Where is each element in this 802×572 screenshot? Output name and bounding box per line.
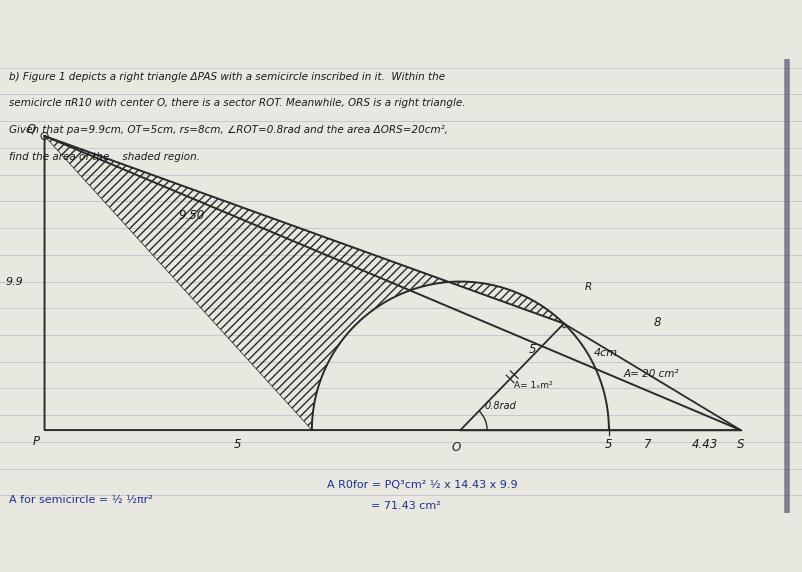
Text: find the area of the    shaded region.: find the area of the shaded region.: [9, 152, 200, 162]
Text: A R0for = PQ³cm² ½ x 14.43 x 9.9: A R0for = PQ³cm² ½ x 14.43 x 9.9: [326, 480, 517, 490]
Text: 8: 8: [654, 316, 661, 329]
Text: S: S: [737, 438, 744, 451]
Text: 4cm: 4cm: [594, 348, 618, 358]
Text: Given that pa=9.9cm, OT=5cm, rs=8cm, ∠ROT=0.8rad and the area ΔORS=20cm²,: Given that pa=9.9cm, OT=5cm, rs=8cm, ∠RO…: [9, 125, 448, 135]
Text: semicircle πR10 with center O, there is a sector ROT. Meanwhile, ORS is a right : semicircle πR10 with center O, there is …: [9, 98, 465, 108]
Text: 9.9: 9.9: [6, 276, 24, 287]
Text: A for semicircle = ½ ½πr²: A for semicircle = ½ ½πr²: [9, 495, 152, 505]
Text: P: P: [33, 435, 40, 448]
Text: 5: 5: [529, 343, 537, 356]
Text: R: R: [585, 283, 593, 292]
Text: Q: Q: [26, 123, 36, 136]
Text: A= 20 cm²: A= 20 cm²: [624, 368, 679, 379]
Text: 9.50: 9.50: [178, 209, 205, 222]
Text: 7: 7: [644, 438, 651, 451]
Text: 5: 5: [606, 438, 613, 451]
Text: b) Figure 1 depicts a right triangle ΔPAS with a semicircle inscribed in it.  Wi: b) Figure 1 depicts a right triangle ΔPA…: [9, 72, 445, 82]
Text: 0.8rad: 0.8rad: [484, 402, 516, 411]
Text: = 71.43 cm²: = 71.43 cm²: [371, 500, 441, 511]
Text: A= 1ₓm²: A= 1ₓm²: [514, 382, 553, 391]
Text: O: O: [452, 441, 460, 454]
Text: 5: 5: [234, 438, 241, 451]
Text: 4.43: 4.43: [692, 438, 719, 451]
